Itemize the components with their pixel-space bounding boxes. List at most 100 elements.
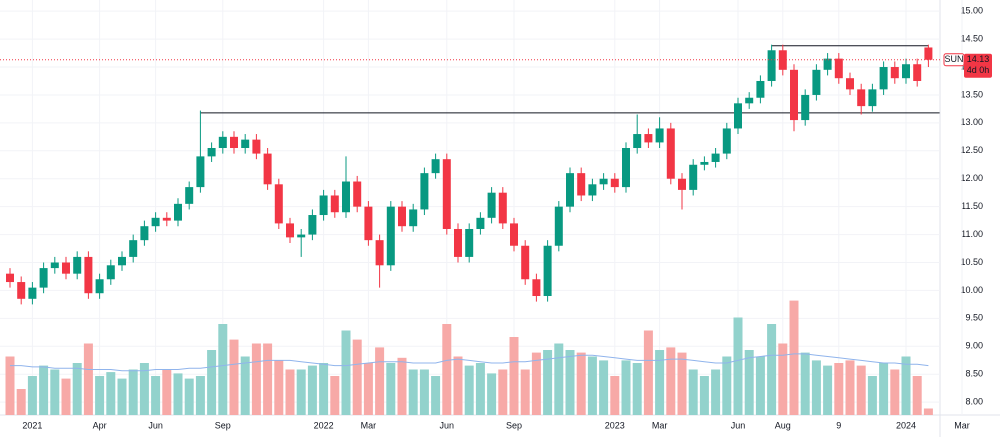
candle-body	[778, 50, 787, 70]
candle-body	[790, 69, 798, 121]
candle-body	[745, 97, 754, 104]
volume-bar	[901, 356, 911, 415]
volume-bar	[207, 350, 217, 415]
x-tick-label: Mar	[361, 420, 377, 430]
x-tick-label: 2021	[22, 420, 42, 430]
volume-bar	[375, 347, 385, 415]
candle-body	[73, 256, 82, 274]
volume-bar	[610, 376, 620, 415]
countdown-label: 4d 0h	[967, 65, 990, 75]
y-tick-label: 14.50	[960, 33, 983, 43]
candle-body	[196, 156, 205, 188]
volume-bar	[229, 339, 239, 415]
volume-bar	[195, 376, 205, 415]
volume-bar	[587, 356, 597, 415]
volume-bar	[487, 373, 497, 415]
volume-bar	[341, 330, 351, 415]
candle-body	[162, 217, 171, 221]
volume-bar	[800, 352, 810, 415]
candle-body	[476, 217, 485, 229]
candle-body	[420, 173, 429, 210]
candle-body	[846, 78, 854, 90]
candle-body	[207, 148, 216, 157]
volume-bar	[520, 369, 530, 415]
volume-bar	[263, 343, 273, 415]
volume-bar	[789, 300, 799, 415]
volume-bar	[576, 352, 586, 415]
x-tick-label: Jun	[440, 420, 455, 430]
candle-body	[532, 279, 541, 297]
volume-bar	[363, 363, 373, 415]
volume-bar	[666, 347, 676, 415]
x-tick-label: 2022	[314, 420, 334, 430]
y-tick-label: 12.50	[960, 145, 983, 155]
volume-bar	[397, 357, 407, 415]
volume-bar	[274, 360, 284, 415]
candle-body	[678, 178, 686, 190]
candle-body	[375, 240, 384, 266]
candle-body	[857, 89, 866, 107]
candle-body	[17, 282, 26, 299]
candle-body	[655, 128, 664, 143]
candle-body	[487, 192, 496, 218]
volume-bar	[823, 365, 833, 415]
candle-body	[431, 159, 440, 174]
volume-bar	[543, 350, 553, 415]
candle-body	[308, 215, 317, 235]
x-tick-label: Jun	[731, 420, 746, 430]
volume-bar	[151, 376, 161, 415]
last-price-label: 14.13	[967, 54, 990, 64]
candle-body	[577, 173, 586, 196]
candle-body	[890, 67, 899, 79]
volume-bar	[845, 360, 855, 415]
volume-bar	[834, 363, 844, 415]
candle-body	[722, 128, 731, 154]
volume-bar	[711, 369, 721, 415]
volume-bar	[251, 343, 261, 415]
volume-bar	[778, 343, 788, 415]
candle-body	[588, 184, 597, 196]
candle-body	[767, 50, 776, 81]
volume-bar	[531, 352, 541, 415]
candle-body	[924, 47, 933, 60]
candle-body	[230, 136, 238, 149]
candle-body	[353, 181, 362, 207]
volume-bar	[632, 363, 642, 415]
candle-body	[521, 245, 530, 280]
x-tick-label: 9	[836, 420, 841, 430]
candle-body	[510, 223, 518, 246]
volume-bar	[879, 363, 889, 415]
candle-body	[666, 128, 675, 179]
candle-body	[644, 134, 653, 143]
candle-body	[241, 139, 250, 149]
volume-bar	[50, 369, 60, 415]
candle-body	[812, 69, 821, 95]
volume-bar	[106, 372, 116, 415]
volume-bar	[386, 363, 396, 415]
volume-bar	[431, 376, 441, 415]
x-tick-label: Mar	[954, 420, 970, 430]
candle-body	[386, 206, 395, 266]
candle-body	[734, 103, 742, 129]
volume-bar	[599, 360, 609, 415]
volume-bar	[912, 376, 922, 415]
candle-body	[39, 268, 48, 288]
candle-body	[633, 134, 642, 149]
y-tick-label: 13.50	[960, 89, 983, 99]
candle-body	[274, 184, 283, 224]
candle-body	[129, 240, 138, 257]
candle-body	[84, 256, 93, 294]
volume-bar	[811, 360, 821, 415]
volume-bar	[95, 376, 105, 415]
candle-body	[151, 217, 160, 227]
candle-body	[442, 159, 451, 229]
volume-bar	[755, 356, 765, 415]
candle-body	[185, 187, 194, 204]
candle-body	[6, 273, 14, 283]
x-tick-label: Apr	[93, 420, 107, 430]
candle-body	[599, 178, 608, 185]
y-tick-label: 10.50	[960, 257, 983, 267]
candle-body	[700, 161, 709, 165]
x-tick-label: Mar	[652, 420, 668, 430]
